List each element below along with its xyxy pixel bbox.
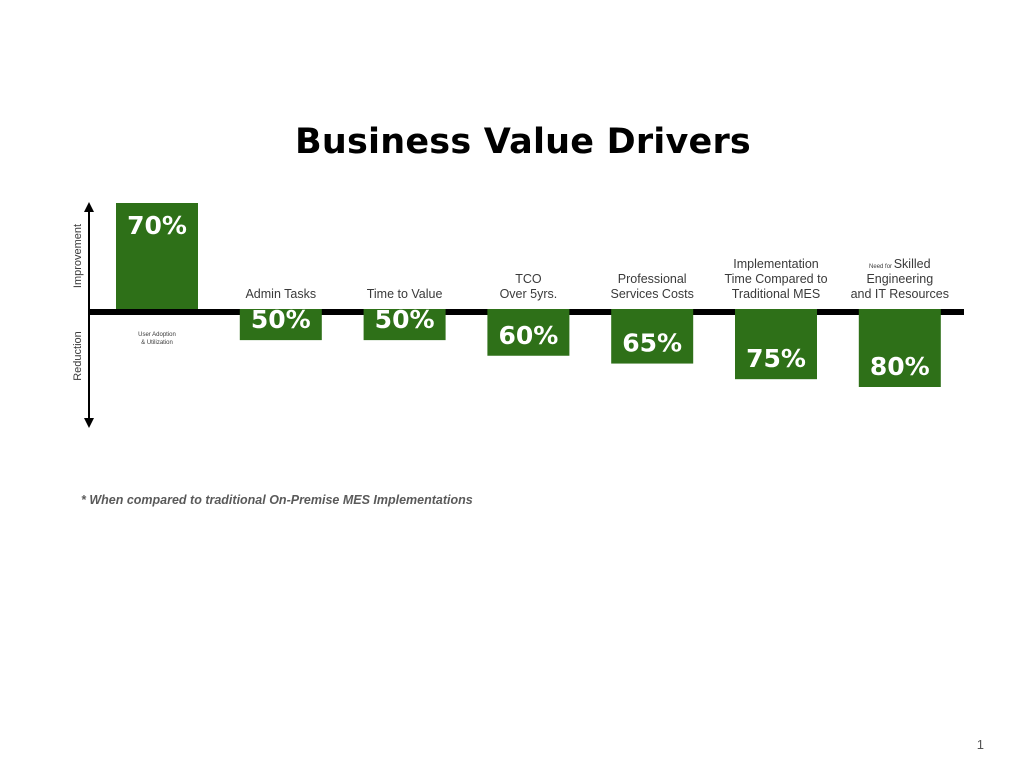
axis-label-improvement: Improvement	[72, 224, 84, 288]
category-label-7-line-1: Need for Skilled	[869, 257, 931, 271]
bar-3	[363, 309, 446, 341]
footnote: * When compared to traditional On-Premis…	[81, 493, 473, 507]
bar-7	[858, 309, 941, 387]
value-label-7: 80%	[870, 352, 930, 381]
value-label-2: 50%	[251, 305, 311, 334]
category-label-1-line-2: & Utilization	[141, 340, 173, 346]
axis-label-reduction: Reduction	[72, 331, 84, 381]
category-label-7-line-2: Engineering	[866, 272, 933, 286]
category-label-4-line-2: Over 5yrs.	[500, 287, 558, 301]
value-label-1: 70%	[127, 211, 187, 240]
page-number: 1	[976, 737, 984, 752]
bar-1	[116, 203, 198, 309]
category-label-6-line-1: Implementation	[733, 257, 819, 271]
category-label-5-line-2: Services Costs	[611, 287, 694, 301]
value-label-6: 75%	[746, 344, 806, 373]
category-label-6-line-3: Traditional MES	[732, 287, 820, 301]
bar-6	[735, 309, 817, 380]
category-label-3-line-1: Time to Value	[367, 287, 443, 301]
chart-title: Business Value Drivers	[295, 122, 751, 162]
bar-2	[239, 309, 322, 341]
bar-4	[487, 309, 570, 356]
bar-5	[611, 309, 694, 364]
value-label-5: 65%	[622, 329, 682, 358]
category-label-2-line-1: Admin Tasks	[245, 287, 316, 301]
value-label-4: 60%	[498, 321, 558, 350]
category-label-6-line-2: Time Compared to	[724, 272, 827, 286]
category-label-7-line-3: and IT Resources	[851, 287, 949, 301]
category-label-1-line-1: User Adoption	[138, 332, 176, 338]
category-label-4-line-1: TCO	[515, 272, 542, 286]
value-label-3: 50%	[375, 305, 435, 334]
category-label-5-line-1: Professional	[618, 272, 687, 286]
